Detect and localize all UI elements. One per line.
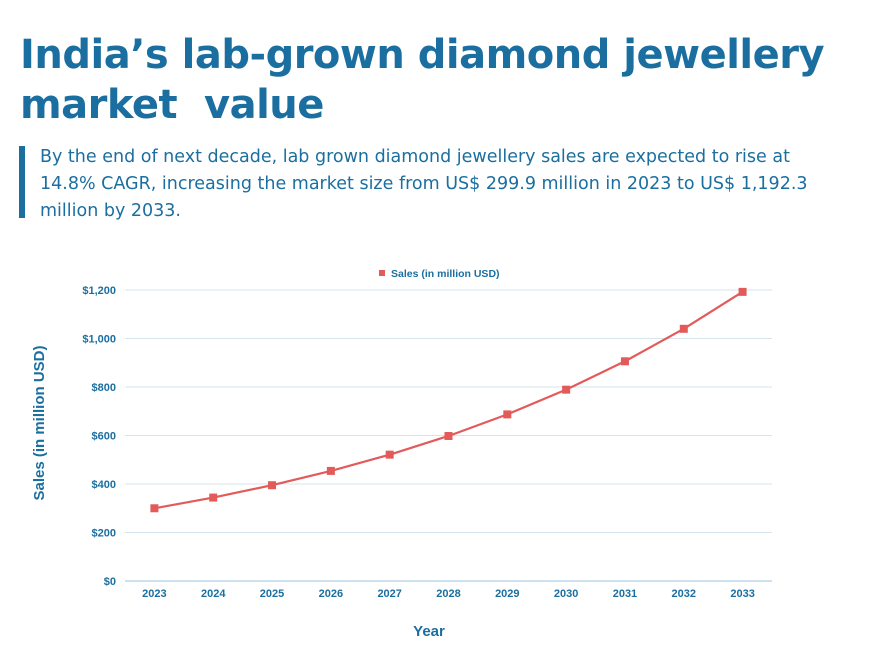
y-tick-label: $1,000 — [82, 334, 116, 346]
x-tick-label: 2026 — [319, 588, 343, 600]
x-tick-label: 2031 — [613, 588, 637, 600]
data-point-marker — [268, 481, 277, 490]
data-point-marker — [326, 466, 335, 475]
data-point-marker — [150, 504, 159, 513]
page-title-line-1: India’s lab-grown diamond jewellery — [20, 32, 825, 78]
y-tick-label: $600 — [92, 431, 116, 443]
sales-line-chart: $0$200$400$600$800$1,000$1,200 2023 2024 2… — [31, 268, 772, 640]
x-tick-label: 2029 — [495, 588, 519, 600]
grid-lines — [125, 289, 772, 582]
x-tick-label: 2024 — [201, 588, 226, 600]
data-point-marker — [209, 493, 218, 502]
data-point-marker — [562, 385, 571, 394]
x-tick-label: 2023 — [142, 588, 166, 600]
y-tick-label: $0 — [104, 576, 116, 588]
x-tick-label: 2033 — [730, 588, 754, 600]
y-tick-label: $1,200 — [82, 285, 116, 297]
data-point-marker — [738, 287, 747, 296]
series-layer — [150, 287, 747, 513]
page-title: India’s lab-grown diamond jewellery mark… — [20, 30, 860, 130]
legend: Sales (in million USD) — [379, 268, 500, 280]
x-tick-label: 2028 — [436, 588, 460, 600]
data-point-marker — [620, 357, 629, 366]
data-point-marker — [503, 410, 512, 419]
data-point-marker — [444, 431, 453, 440]
page-subtitle: By the end of next decade, lab grown dia… — [40, 147, 808, 221]
y-tick-label: $800 — [92, 382, 116, 394]
page-title-line-2: market value — [20, 82, 324, 128]
x-tick-label: 2027 — [377, 588, 401, 600]
x-tick-label: 2032 — [672, 588, 696, 600]
x-tick-label: 2025 — [260, 588, 284, 600]
y-axis-title: Sales (in million USD) — [31, 345, 48, 500]
data-point-marker — [385, 450, 394, 459]
x-tick-label: 2030 — [554, 588, 578, 600]
legend-marker — [379, 270, 385, 276]
y-tick-label: $400 — [92, 479, 116, 491]
data-point-marker — [679, 324, 688, 333]
series-line — [154, 290, 744, 510]
y-tick-label: $200 — [92, 528, 116, 540]
y-axis-ticks: $0 $200 $400 $600 $800 $1,000 $1,200 — [82, 285, 116, 588]
quote-accent-bar — [19, 146, 25, 218]
legend-label: Sales (in million USD) — [391, 268, 500, 280]
x-axis-title: Year — [413, 623, 445, 640]
x-axis-ticks: 2023 2024 2025 2026 2027 2028 2029 2030 2031 2032… — [142, 588, 755, 600]
